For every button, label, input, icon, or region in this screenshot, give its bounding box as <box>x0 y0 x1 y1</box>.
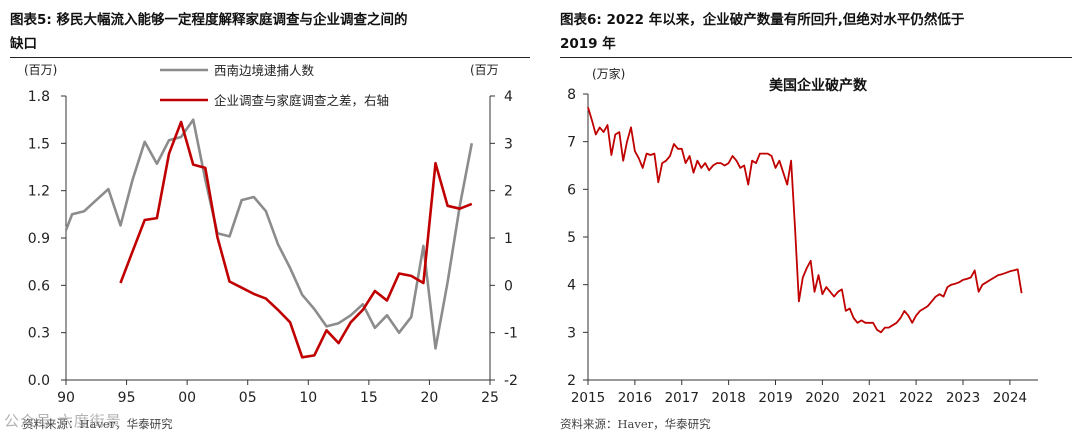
right-source: 资料来源：Haver，华泰研究 <box>560 417 711 431</box>
series-line-survey-gap <box>119 120 473 359</box>
right-line-chart: (万家) 美国企业破产数 2 3 4 5 6 7 8 2015 2016 2017 2018 2019 20… <box>567 66 1038 406</box>
series-line-arrests <box>64 118 474 350</box>
left-y-tick-label: 1.5 <box>28 136 50 152</box>
left-chart-title-line2: 缺口 <box>10 36 37 52</box>
y-tick-label: 7 <box>567 135 576 151</box>
right-chart-title-line1: 图表6: 2022 年以来，企业破产数量有所回升,但绝对水平仍然低于 <box>560 12 965 28</box>
y-tick-label: 2 <box>567 373 576 389</box>
left-y-tick-label: 0.6 <box>28 278 50 294</box>
y-tick-label: 5 <box>567 230 576 246</box>
left-chart-title-line1: 图表5: 移民大幅流入能够一定程度解释家庭调查与企业调查之间的 <box>10 12 408 28</box>
x-tick-label: 15 <box>360 390 378 406</box>
legend-label: 企业调查与家庭调查之差，右轴 <box>214 93 389 108</box>
y-tick-label: 6 <box>567 182 576 198</box>
right-y-tick-label: 0 <box>504 278 513 294</box>
right-y-tick-label: 4 <box>504 89 513 105</box>
x-tick-label: 05 <box>239 390 257 406</box>
x-tick-label: 00 <box>178 390 196 406</box>
x-tick-label: 25 <box>481 390 499 406</box>
x-tick-label: 20 <box>421 390 439 406</box>
left-chart-panel: 图表5: 移民大幅流入能够一定程度解释家庭调查与企业调查之间的 缺口 (百万)(… <box>4 8 530 431</box>
right-chart-title: 图表6: 2022 年以来，企业破产数量有所回升,但绝对水平仍然低于 2019 … <box>560 8 1080 56</box>
x-tick-label: 2024 <box>993 390 1027 406</box>
left-title-rule <box>10 57 530 58</box>
left-line-chart: (百万) (百万 0.0 0.3 0.6 0.9 1.2 1.5 1.8 -2 -1 0 1 2 3 4 90 9… <box>24 63 518 406</box>
right-y-tick-label: 2 <box>504 184 513 200</box>
x-tick-label: 2023 <box>946 390 980 406</box>
right-y-tick-label: 1 <box>504 231 513 247</box>
x-tick-label: 2021 <box>852 390 886 406</box>
right-y-tick-label: -2 <box>504 373 518 389</box>
series-line-bankruptcies <box>587 107 1023 334</box>
y-tick-label: 4 <box>567 278 576 294</box>
x-tick-label: 2019 <box>758 390 792 406</box>
x-tick-label: 90 <box>57 390 75 406</box>
legend-label: 西南边境逮捕人数 <box>214 63 315 78</box>
left-chart-title: 图表5: 移民大幅流入能够一定程度解释家庭调查与企业调查之间的 缺口 <box>10 8 530 56</box>
watermark: 公众号·六度街景 <box>4 412 122 430</box>
right-chart-panel: 图表6: 2022 年以来，企业破产数量有所回升,但绝对水平仍然低于 2019 … <box>548 0 1080 448</box>
left-y-tick-label: 0.3 <box>28 326 50 342</box>
chart-inner-title: 美国企业破产数 <box>769 77 868 94</box>
y-tick-label: 8 <box>567 87 576 103</box>
x-tick-label: 10 <box>299 390 317 406</box>
right-chart-title-line2: 2019 年 <box>560 36 616 52</box>
left-axis-unit: (百万) <box>24 63 57 77</box>
x-tick-label: 2022 <box>899 390 933 406</box>
right-y-tick-label: -1 <box>504 326 518 342</box>
y-axis-unit: (万家) <box>592 66 625 81</box>
x-tick-label: 2018 <box>711 390 745 406</box>
right-axis-unit: (百万 <box>470 63 499 77</box>
left-y-tick-label: 0.9 <box>28 231 50 247</box>
x-tick-label: 2016 <box>618 390 652 406</box>
right-title-rule <box>560 57 1072 58</box>
left-y-tick-label: 1.2 <box>28 184 50 200</box>
x-tick-label: 2020 <box>805 390 839 406</box>
left-y-tick-label: 0.0 <box>28 373 50 389</box>
x-tick-label: 2017 <box>665 390 699 406</box>
right-y-tick-label: 3 <box>504 136 513 152</box>
y-tick-label: 3 <box>567 325 576 341</box>
x-tick-label: 2015 <box>571 390 605 406</box>
left-source: 资料来源：Haver，华泰研究 <box>22 417 173 431</box>
x-tick-label: 95 <box>118 390 136 406</box>
left-y-tick-label: 1.8 <box>28 89 50 105</box>
